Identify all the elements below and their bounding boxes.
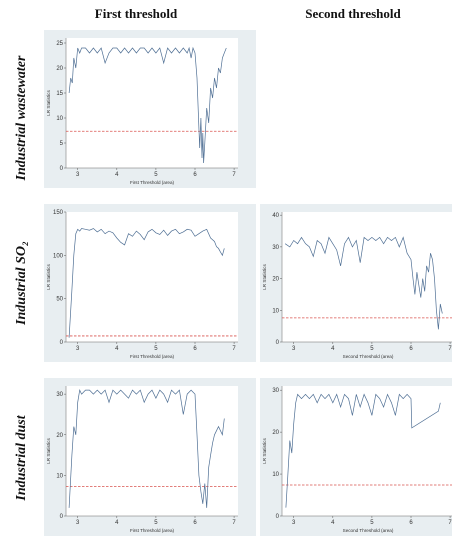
x-tick-label: 5 <box>154 172 158 178</box>
x-tick-label: 5 <box>154 520 158 526</box>
chart-wastewater-first: 3 4 5 6 7 0 5 10 15 20 25 First Threshold (area) LR … <box>46 38 238 185</box>
x-tick-label: 7 <box>232 346 236 352</box>
x-axis-label: Second Threshold (area) <box>343 528 394 533</box>
x-tick-label: 3 <box>292 520 296 526</box>
chart-dust-second: 3 4 5 6 7 0 10 20 30 Second Threshold (area) LR St… <box>262 386 452 533</box>
column-header-second: Second threshold <box>305 6 401 21</box>
y-tick-label: 100 <box>53 253 64 259</box>
x-tick-label: 6 <box>193 520 197 526</box>
chart-so2-first: 3 4 5 6 7 0 50 100 150 First Threshold (area) LR S… <box>46 210 238 359</box>
y-axis-label: LR Statistics <box>262 264 267 290</box>
panel-dust-first: 3 4 5 6 7 0 10 20 30 First Threshold (area) LR Sta… <box>44 378 256 536</box>
plot-area <box>282 212 452 342</box>
y-tick-label: 0 <box>60 514 64 520</box>
x-axis-label: First Threshold (area) <box>130 354 175 359</box>
y-tick-label: 50 <box>56 297 63 303</box>
y-tick-label: 20 <box>56 433 63 439</box>
x-tick-label: 4 <box>331 520 335 526</box>
x-tick-label: 6 <box>409 520 413 526</box>
chart-dust-first: 3 4 5 6 7 0 10 20 30 First Threshold (area) LR Sta… <box>46 386 238 533</box>
plot-area <box>66 386 238 516</box>
x-tick-label: 4 <box>331 346 335 352</box>
y-tick-label: 10 <box>272 472 279 478</box>
plot-area <box>66 212 238 342</box>
panel-so2-second: 3 4 5 6 7 0 10 20 30 40 Second Threshold (area) LR … <box>260 204 452 362</box>
x-tick-label: 5 <box>370 346 374 352</box>
x-tick-label: 6 <box>193 346 197 352</box>
x-tick-label: 7 <box>232 520 236 526</box>
y-tick-label: 20 <box>56 66 63 72</box>
x-tick-label: 3 <box>76 520 80 526</box>
y-tick-label: 0 <box>276 340 280 346</box>
x-tick-label: 4 <box>115 520 119 526</box>
x-tick-label: 7 <box>232 172 236 178</box>
y-axis-label: LR Statistics <box>46 264 51 290</box>
y-tick-label: 10 <box>272 308 279 314</box>
x-tick-label: 4 <box>115 346 119 352</box>
panel-wastewater-first: 3 4 5 6 7 0 5 10 15 20 25 First Threshold (area) LR … <box>44 30 256 188</box>
x-tick-label: 5 <box>154 346 158 352</box>
y-tick-label: 40 <box>272 213 279 219</box>
x-axis-label: Second Threshold (area) <box>343 354 394 359</box>
y-tick-label: 0 <box>276 514 280 520</box>
x-tick-label: 5 <box>370 520 374 526</box>
y-tick-label: 20 <box>272 277 279 283</box>
y-tick-label: 0 <box>60 166 64 172</box>
y-tick-label: 25 <box>56 41 63 47</box>
panel-dust-second: 3 4 5 6 7 0 10 20 30 Second Threshold (area) LR St… <box>260 378 452 536</box>
x-tick-label: 7 <box>448 520 452 526</box>
row-label-so2: Industrial SO₂ <box>14 241 29 325</box>
chart-so2-second: 3 4 5 6 7 0 10 20 30 40 Second Threshold (area) LR … <box>262 212 452 359</box>
row-label-dust: Industrial dust <box>14 415 29 501</box>
y-tick-label: 10 <box>56 473 63 479</box>
y-tick-label: 0 <box>60 340 64 346</box>
row-label-wastewater: Industrial wastewater <box>14 55 29 181</box>
lr-statistic-line <box>285 393 441 508</box>
x-tick-label: 6 <box>193 172 197 178</box>
y-tick-label: 150 <box>53 210 64 216</box>
y-axis-label: LR Statistics <box>46 438 51 464</box>
y-axis-label: LR Statistics <box>262 438 267 464</box>
plot-area <box>282 386 452 516</box>
x-tick-label: 7 <box>448 346 452 352</box>
x-tick-label: 3 <box>76 172 80 178</box>
y-axis-label: LR Statistics <box>46 90 51 116</box>
x-tick-label: 6 <box>409 346 413 352</box>
lr-statistic-line <box>68 228 225 338</box>
y-tick-label: 30 <box>272 245 279 251</box>
x-tick-label: 3 <box>76 346 80 352</box>
lr-statistic-line <box>68 46 227 164</box>
x-tick-label: 3 <box>292 346 296 352</box>
lr-statistic-line <box>68 388 225 508</box>
y-tick-label: 30 <box>272 388 279 394</box>
y-tick-label: 10 <box>56 116 63 122</box>
y-tick-label: 30 <box>56 392 63 398</box>
column-header-first: First threshold <box>94 6 178 21</box>
x-tick-label: 4 <box>115 172 119 178</box>
x-axis-label: First Threshold (area) <box>130 528 175 533</box>
x-axis-label: First Threshold (area) <box>130 180 175 185</box>
y-tick-label: 5 <box>60 141 64 147</box>
y-tick-label: 15 <box>56 91 63 97</box>
plot-area <box>66 38 238 168</box>
lr-statistic-line <box>284 236 443 330</box>
panel-so2-first: 3 4 5 6 7 0 50 100 150 First Threshold (area) LR S… <box>44 204 256 362</box>
y-tick-label: 20 <box>272 430 279 436</box>
